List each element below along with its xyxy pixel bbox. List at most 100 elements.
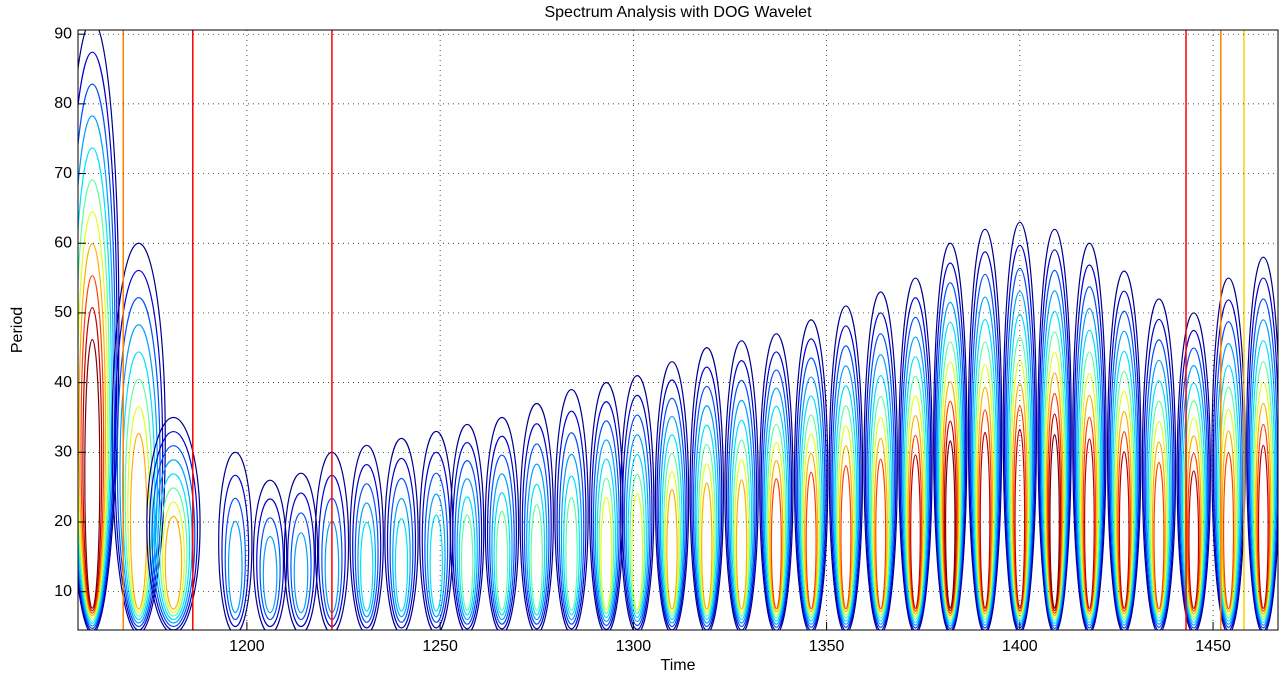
plot-area bbox=[78, 30, 1278, 630]
contour-line bbox=[795, 338, 827, 630]
contour-line bbox=[732, 439, 751, 617]
contour-line bbox=[734, 459, 749, 614]
contour-line bbox=[727, 379, 756, 628]
contour-line bbox=[1184, 417, 1204, 618]
contour-line bbox=[521, 423, 552, 630]
contour-line bbox=[975, 364, 995, 618]
contour-line bbox=[256, 498, 285, 628]
contour-line bbox=[828, 305, 864, 630]
contour-line bbox=[1043, 331, 1066, 622]
contour-line bbox=[943, 420, 957, 612]
contour-line bbox=[934, 262, 967, 630]
contour-line bbox=[1039, 269, 1070, 630]
contour-line bbox=[124, 378, 153, 617]
contour-line bbox=[1255, 402, 1272, 615]
contour-line bbox=[620, 375, 655, 630]
contour-line bbox=[935, 282, 966, 630]
contour-line bbox=[1215, 342, 1242, 625]
contour-line bbox=[971, 296, 999, 626]
contour-line bbox=[942, 400, 958, 614]
contour-line bbox=[899, 297, 932, 630]
x-axis-label: Time bbox=[661, 657, 696, 674]
contour-line bbox=[78, 179, 110, 622]
contour-line bbox=[863, 291, 898, 630]
contour-line bbox=[354, 483, 379, 623]
contour-line bbox=[1042, 310, 1068, 624]
contour-line bbox=[833, 365, 859, 625]
contour-line bbox=[1011, 382, 1028, 615]
contour-line bbox=[598, 477, 615, 615]
contour-line bbox=[357, 502, 377, 618]
contour-line bbox=[359, 521, 374, 612]
contour-line bbox=[1038, 249, 1071, 630]
x-tick-label: 1200 bbox=[229, 638, 265, 655]
contour-line bbox=[659, 415, 685, 624]
contour-line bbox=[978, 409, 992, 612]
contour-line bbox=[1045, 372, 1064, 617]
contour-line bbox=[936, 301, 964, 627]
contour-line bbox=[1078, 351, 1101, 621]
contour-line bbox=[940, 361, 961, 619]
contour-line bbox=[691, 366, 723, 630]
contour-line bbox=[1221, 430, 1236, 613]
contour-line bbox=[627, 453, 647, 619]
contour-line bbox=[730, 419, 753, 621]
x-tick-label: 1450 bbox=[1195, 638, 1231, 655]
contour-line bbox=[933, 242, 968, 630]
contour-line bbox=[392, 497, 411, 618]
contour-line bbox=[159, 487, 188, 617]
contour-line bbox=[1143, 318, 1175, 630]
contour-line bbox=[151, 445, 196, 628]
contour-line bbox=[1248, 298, 1278, 629]
contour-line bbox=[592, 420, 620, 627]
contour-line bbox=[1188, 470, 1200, 609]
contour-line bbox=[1114, 390, 1134, 618]
contour-line bbox=[689, 347, 725, 630]
contour-line bbox=[526, 463, 548, 621]
contour-line bbox=[556, 410, 587, 630]
contour-line bbox=[389, 477, 414, 623]
contour-line bbox=[227, 520, 243, 614]
chart-title: Spectrum Analysis with DOG Wavelet bbox=[544, 4, 812, 21]
contour-line bbox=[1252, 361, 1274, 621]
contour-line bbox=[796, 357, 826, 628]
contour-line bbox=[836, 405, 856, 619]
contour-line bbox=[1110, 330, 1138, 626]
contour-line bbox=[1214, 321, 1243, 628]
contour-line bbox=[764, 405, 788, 622]
contour-line bbox=[1082, 416, 1097, 612]
contour-line bbox=[762, 369, 791, 628]
contour-line bbox=[1077, 329, 1102, 623]
contour-line bbox=[1180, 365, 1208, 626]
contour-line bbox=[977, 386, 994, 615]
y-tick-label: 60 bbox=[54, 234, 72, 251]
contour-line bbox=[394, 518, 409, 612]
contour-line bbox=[1014, 428, 1026, 609]
contour-line bbox=[1179, 347, 1209, 629]
contour-line bbox=[870, 395, 891, 619]
contour-line bbox=[426, 493, 446, 618]
contour-line bbox=[259, 517, 281, 621]
contour-line bbox=[767, 441, 785, 616]
contour-line bbox=[696, 424, 718, 621]
contour-line bbox=[867, 354, 894, 625]
contour-line bbox=[290, 512, 312, 621]
contour-line bbox=[873, 437, 888, 613]
contour-line bbox=[864, 312, 897, 630]
contour-line bbox=[1081, 394, 1098, 615]
contour-line bbox=[1113, 370, 1135, 621]
contour-line bbox=[82, 307, 103, 612]
contour-line bbox=[452, 441, 483, 630]
contour-line bbox=[218, 451, 253, 630]
contour-line bbox=[600, 496, 613, 611]
contour-line bbox=[798, 376, 824, 625]
contour-line bbox=[1044, 351, 1065, 619]
contour-line bbox=[793, 319, 829, 630]
contour-line bbox=[80, 275, 105, 614]
contour-line bbox=[658, 397, 686, 628]
y-tick-label: 50 bbox=[54, 304, 72, 321]
contour-line bbox=[1076, 307, 1103, 626]
y-tick-label: 90 bbox=[54, 25, 72, 42]
contour-line bbox=[967, 228, 1003, 630]
